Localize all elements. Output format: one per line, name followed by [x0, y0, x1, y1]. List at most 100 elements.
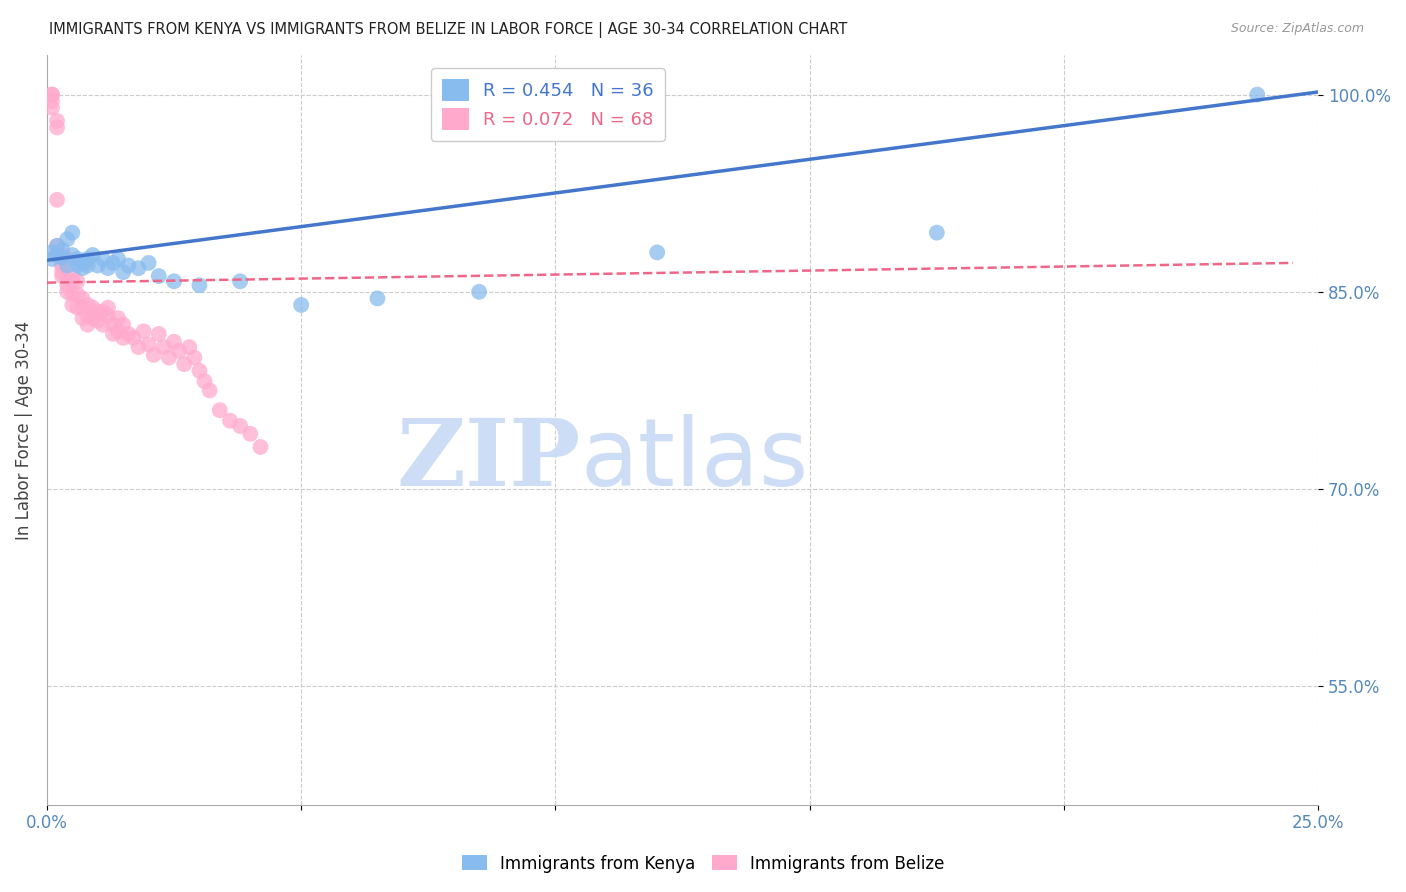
- Point: [138, 256, 160, 270]
- Point: [112, 265, 135, 279]
- Point: [76, 309, 98, 323]
- Point: [56, 232, 79, 246]
- Point: [188, 278, 211, 293]
- Point: [51, 252, 73, 266]
- Point: [66, 252, 89, 266]
- Point: [41, 245, 63, 260]
- Point: [112, 331, 135, 345]
- Text: atlas: atlas: [581, 414, 808, 506]
- Point: [366, 292, 388, 306]
- Point: [101, 326, 124, 341]
- Point: [132, 324, 155, 338]
- Point: [87, 314, 110, 328]
- Point: [51, 248, 73, 262]
- Point: [72, 301, 94, 315]
- Point: [46, 239, 69, 253]
- Point: [290, 298, 312, 312]
- Point: [82, 301, 104, 315]
- Point: [56, 285, 79, 299]
- Point: [157, 351, 180, 365]
- Text: IMMIGRANTS FROM KENYA VS IMMIGRANTS FROM BELIZE IN LABOR FORCE | AGE 30-34 CORRE: IMMIGRANTS FROM KENYA VS IMMIGRANTS FROM…: [49, 22, 848, 38]
- Point: [91, 318, 114, 332]
- Point: [51, 251, 73, 265]
- Point: [41, 94, 63, 108]
- Point: [51, 259, 73, 273]
- Point: [91, 252, 114, 266]
- Point: [127, 340, 149, 354]
- Point: [97, 261, 120, 276]
- Point: [219, 414, 242, 428]
- Point: [117, 326, 139, 341]
- Point: [41, 87, 63, 102]
- Point: [56, 278, 79, 293]
- Point: [91, 304, 114, 318]
- Point: [138, 337, 160, 351]
- Point: [97, 309, 120, 323]
- Point: [183, 351, 205, 365]
- Point: [153, 340, 176, 354]
- Text: Source: ZipAtlas.com: Source: ZipAtlas.com: [1230, 22, 1364, 36]
- Point: [41, 252, 63, 266]
- Point: [97, 301, 120, 315]
- Point: [188, 364, 211, 378]
- Point: [60, 287, 83, 301]
- Point: [101, 256, 124, 270]
- Point: [56, 252, 79, 266]
- Point: [46, 120, 69, 135]
- Point: [46, 239, 69, 253]
- Y-axis label: In Labor Force | Age 30-34: In Labor Force | Age 30-34: [15, 320, 32, 540]
- Point: [46, 248, 69, 262]
- Point: [51, 259, 73, 273]
- Point: [1246, 87, 1268, 102]
- Point: [198, 384, 221, 398]
- Point: [46, 193, 69, 207]
- Point: [173, 357, 195, 371]
- Point: [122, 331, 145, 345]
- Text: ZIP: ZIP: [396, 415, 581, 505]
- Point: [82, 311, 104, 326]
- Point: [60, 226, 83, 240]
- Point: [148, 326, 170, 341]
- Point: [72, 261, 94, 276]
- Point: [60, 248, 83, 262]
- Point: [645, 245, 668, 260]
- Point: [117, 259, 139, 273]
- Point: [72, 292, 94, 306]
- Point: [87, 259, 110, 273]
- Point: [60, 274, 83, 288]
- Point: [208, 403, 231, 417]
- Point: [76, 259, 98, 273]
- Point: [72, 311, 94, 326]
- Point: [167, 344, 190, 359]
- Point: [107, 311, 129, 326]
- Legend: R = 0.454   N = 36, R = 0.072   N = 68: R = 0.454 N = 36, R = 0.072 N = 68: [432, 68, 665, 141]
- Point: [60, 298, 83, 312]
- Point: [101, 318, 124, 332]
- Point: [239, 426, 262, 441]
- Point: [46, 114, 69, 128]
- Point: [179, 340, 201, 354]
- Point: [66, 287, 89, 301]
- Point: [41, 87, 63, 102]
- Point: [66, 259, 89, 273]
- Point: [87, 304, 110, 318]
- Point: [148, 268, 170, 283]
- Point: [56, 259, 79, 273]
- Point: [41, 101, 63, 115]
- Point: [76, 318, 98, 332]
- Point: [229, 274, 252, 288]
- Point: [163, 274, 186, 288]
- Point: [76, 252, 98, 266]
- Point: [56, 271, 79, 285]
- Point: [163, 334, 186, 349]
- Point: [72, 256, 94, 270]
- Point: [468, 285, 491, 299]
- Point: [229, 419, 252, 434]
- Point: [193, 374, 215, 388]
- Point: [249, 440, 271, 454]
- Point: [66, 301, 89, 315]
- Point: [107, 252, 129, 266]
- Point: [127, 261, 149, 276]
- Point: [51, 265, 73, 279]
- Point: [112, 318, 135, 332]
